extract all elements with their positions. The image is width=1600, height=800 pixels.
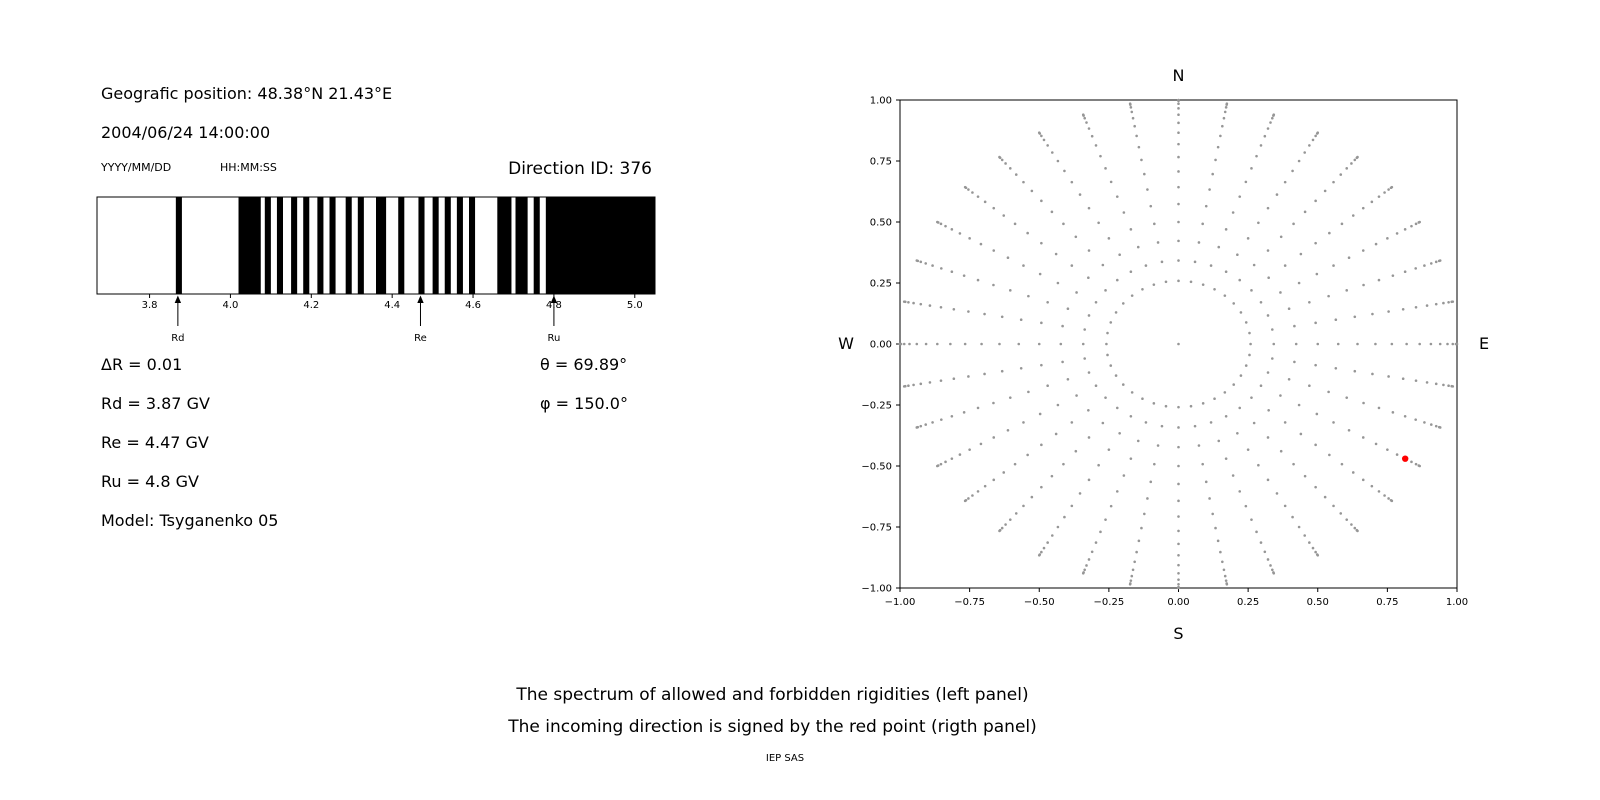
forbidden-band [175, 197, 182, 294]
theta-value: θ = 69.89° [540, 355, 628, 374]
svg-text:−0.75: −0.75 [954, 597, 985, 608]
time-format-label: HH:MM:SS [220, 161, 277, 174]
forbidden-bands [175, 197, 655, 294]
compass-north-label: N [1173, 66, 1185, 85]
caption-line-1: The spectrum of allowed and forbidden ri… [516, 685, 1029, 705]
cutoff-marker-label: Re [414, 333, 427, 344]
credit-label: IEP SAS [765, 753, 805, 764]
forbidden-band [398, 197, 405, 294]
svg-text:5.0: 5.0 [627, 300, 643, 311]
compass-west-label: W [838, 334, 854, 353]
svg-text:4.0: 4.0 [222, 300, 238, 311]
cutoff-marker-label: Rd [171, 333, 184, 344]
forbidden-band [303, 197, 310, 294]
forbidden-band [238, 197, 261, 294]
svg-text:0.75: 0.75 [1376, 597, 1398, 608]
forbidden-band [329, 197, 336, 294]
direction-id: Direction ID: 376 [508, 159, 652, 179]
rd-value: Rd = 3.87 GV [101, 394, 210, 413]
svg-text:0.25: 0.25 [870, 279, 892, 290]
forbidden-band [533, 197, 540, 294]
phi-value: φ = 150.0° [540, 394, 628, 413]
svg-text:4.6: 4.6 [465, 300, 481, 311]
forbidden-band [418, 197, 425, 294]
svg-text:−0.25: −0.25 [861, 401, 892, 412]
forbidden-band [469, 197, 476, 294]
rigidity-spectrum-plot: 3.8 4.0 4.2 4.4 4.6 4.8 5.0Rd Re Ru [96, 196, 656, 344]
compass-south-label: S [1173, 624, 1183, 643]
svg-text:1.00: 1.00 [1446, 597, 1468, 608]
geographic-position: Geografic position: 48.38°N 21.43°E [101, 84, 393, 103]
forbidden-band [456, 197, 463, 294]
svg-text:4.4: 4.4 [384, 300, 400, 311]
svg-text:−0.50: −0.50 [861, 462, 892, 473]
forbidden-band [497, 197, 512, 294]
forbidden-band [276, 197, 283, 294]
svg-text:−0.25: −0.25 [1094, 597, 1125, 608]
forbidden-band [545, 197, 655, 294]
compass-east-label: E [1479, 334, 1489, 353]
svg-text:−0.50: −0.50 [1024, 597, 1055, 608]
forbidden-band [515, 197, 528, 294]
asymptotic-grid-dots [898, 98, 1459, 590]
svg-text:0.50: 0.50 [1307, 597, 1329, 608]
cutoff-arrowhead [174, 295, 182, 303]
cutoff-markers: Rd Re Ru [171, 295, 560, 344]
cutoff-marker-label: Ru [547, 333, 560, 344]
forbidden-band [317, 197, 324, 294]
forbidden-band [376, 197, 387, 294]
forbidden-band [432, 197, 439, 294]
svg-text:−0.75: −0.75 [861, 523, 892, 534]
datetime: 2004/06/24 14:00:00 [101, 123, 271, 142]
svg-text:0.25: 0.25 [1237, 597, 1259, 608]
svg-text:0.00: 0.00 [1167, 597, 1189, 608]
svg-text:−1.00: −1.00 [885, 597, 916, 608]
svg-text:4.2: 4.2 [303, 300, 319, 311]
cutoff-arrowhead [550, 295, 558, 303]
svg-text:3.8: 3.8 [142, 300, 158, 311]
caption-line-2: The incoming direction is signed by the … [508, 717, 1037, 737]
date-format-label: YYYY/MM/DD [101, 161, 172, 174]
svg-text:0.00: 0.00 [870, 340, 892, 351]
forbidden-band [357, 197, 364, 294]
sky-y-ticks: −1.00 −0.75 −0.50 −0.25 0.00 0.25 0.50 0.75 1.00 [861, 96, 900, 595]
cutoff-arrowhead [417, 295, 424, 303]
x-axis-ticks: 3.8 4.0 4.2 4.4 4.6 4.8 5.0 [142, 294, 643, 311]
forbidden-band [444, 197, 451, 294]
svg-text:0.50: 0.50 [870, 218, 892, 229]
forbidden-band [291, 197, 298, 294]
ru-value: Ru = 4.8 GV [101, 472, 199, 491]
svg-text:−1.00: −1.00 [861, 584, 892, 595]
forbidden-band [345, 197, 352, 294]
svg-text:1.00: 1.00 [870, 96, 892, 107]
delta-r-value: ΔR = 0.01 [101, 355, 183, 374]
incoming-direction-plot: −1.00 −0.75 −0.50 −0.25 0.00 0.25 0.50 0.75 1.00… [838, 66, 1489, 643]
svg-text:0.75: 0.75 [870, 157, 892, 168]
incoming-direction-point [1401, 455, 1409, 462]
model-label: Model: Tsyganenko 05 [101, 511, 279, 530]
re-value: Re = 4.47 GV [101, 433, 209, 452]
sky-x-ticks: −1.00 −0.75 −0.50 −0.25 0.00 0.25 0.50 0.75 1.00 [885, 588, 1468, 608]
forbidden-band [264, 197, 271, 294]
